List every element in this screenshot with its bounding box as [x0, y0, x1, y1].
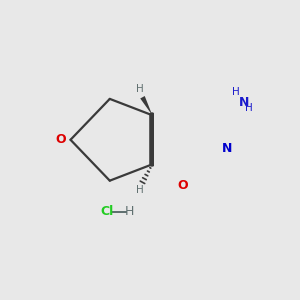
Polygon shape	[140, 96, 152, 115]
Text: H: H	[136, 185, 143, 195]
Text: H: H	[244, 103, 252, 113]
Text: N: N	[239, 96, 250, 109]
Text: H: H	[125, 205, 134, 218]
Text: Cl: Cl	[100, 205, 113, 218]
Text: H: H	[136, 84, 143, 94]
Text: H: H	[232, 87, 240, 97]
Text: O: O	[177, 179, 188, 192]
Text: N: N	[222, 142, 232, 155]
Text: O: O	[55, 133, 66, 146]
